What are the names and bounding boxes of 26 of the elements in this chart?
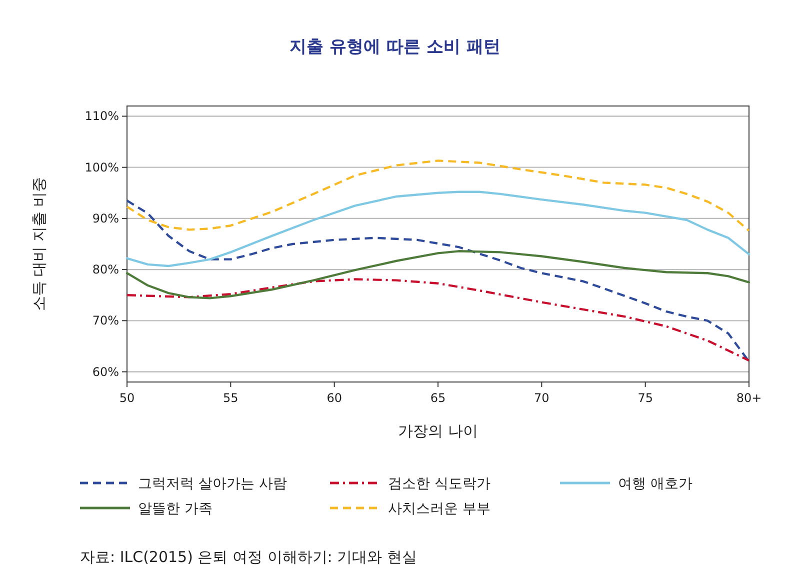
y-tick-label: 110%: [84, 109, 119, 124]
x-tick-label: 50: [119, 391, 135, 405]
legend-label: 알뜰한 가족: [138, 501, 212, 517]
chart-title: 지출 유형에 따른 소비 패턴: [290, 37, 500, 57]
y-tick-label: 80%: [92, 262, 119, 277]
x-tick-label: 60: [326, 391, 342, 405]
x-tick-label: 70: [534, 391, 550, 405]
line-series: [126, 278, 750, 362]
x-axis-title: 가장의 나이: [398, 422, 478, 440]
x-tick-label: 75: [638, 391, 653, 405]
legend-label: 여행 애호가: [618, 476, 692, 492]
y-tick-label: 60%: [92, 364, 119, 379]
x-tick-label: 55: [223, 391, 238, 405]
y-tick-label: 100%: [84, 160, 119, 174]
line-series: [126, 190, 750, 268]
line-series: [126, 250, 750, 300]
y-tick-label: 70%: [92, 314, 119, 328]
x-tick-label: 65: [430, 391, 446, 405]
y-axis-title: 소득 대비 지출 비중: [30, 176, 48, 312]
x-tick-label: 80+: [736, 391, 762, 405]
line-series: [126, 160, 750, 232]
legend-label: 사치스러운 부부: [388, 501, 490, 517]
y-tick-label: 90%: [92, 211, 119, 226]
text: 자료: ILC(2015) 은퇴 여정 이해하기: 기대와 현실: [80, 548, 417, 566]
legend-label: 검소한 식도락가: [388, 476, 490, 492]
legend-label: 그럭저럭 살아가는 사람: [138, 476, 287, 492]
